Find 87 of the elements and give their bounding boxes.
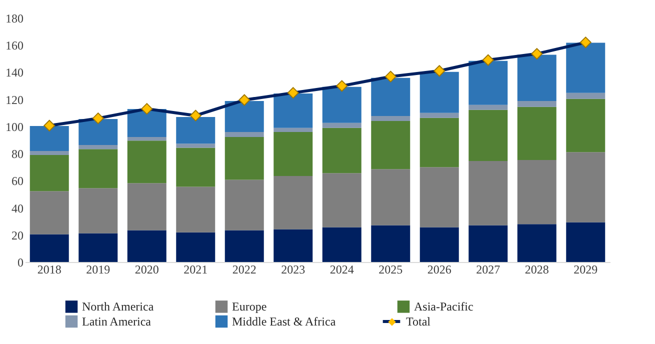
bar: [371, 121, 410, 170]
x-tick-label: 2027: [476, 262, 500, 276]
x-tick-label: 2026: [427, 262, 452, 276]
bar: [30, 234, 69, 262]
bar: [420, 167, 459, 228]
bar: [371, 225, 410, 262]
bar: [78, 118, 118, 146]
bar: [371, 116, 410, 122]
bar: [517, 224, 556, 262]
x-tick-label: 2025: [378, 262, 403, 276]
x-tick-label: 2020: [134, 262, 159, 276]
bar: [176, 144, 216, 148]
bar: [420, 112, 459, 118]
bar: [78, 149, 118, 188]
legend-label: Latin America: [82, 314, 152, 328]
bar: [30, 155, 69, 192]
legend-label: North America: [82, 300, 154, 314]
bar: [274, 94, 313, 128]
bar: [517, 160, 556, 224]
bar: [566, 98, 606, 152]
y-tick-label: 60: [12, 174, 24, 188]
bar: [176, 116, 216, 144]
bar: [566, 152, 606, 222]
bar: [468, 225, 508, 262]
y-tick-label: 20: [12, 228, 24, 242]
bar: [468, 161, 508, 226]
y-tick-label: 160: [6, 38, 24, 53]
x-tick-label: 2022: [232, 262, 256, 276]
bar: [127, 183, 166, 230]
bar: [322, 227, 362, 262]
legend-label: Europe: [232, 300, 267, 314]
bar: [274, 229, 313, 262]
x-tick-label: 2024: [330, 262, 354, 276]
bar: [274, 128, 313, 132]
bar: [566, 42, 606, 93]
bar: [78, 145, 118, 150]
bar: [127, 230, 166, 262]
bar: [127, 137, 166, 141]
bar: [127, 140, 166, 184]
bar: [30, 191, 69, 234]
bar: [176, 232, 216, 262]
bar: [224, 230, 264, 262]
bar: [274, 132, 313, 176]
x-tick-label: 2018: [37, 262, 62, 276]
bar: [517, 54, 556, 101]
bar: [420, 72, 459, 113]
bar: [468, 104, 508, 110]
bar: [322, 128, 362, 174]
bar: [517, 106, 556, 160]
y-tick-label: 80: [12, 147, 24, 162]
bar: [224, 180, 264, 230]
bar: [78, 188, 118, 234]
bar: [224, 137, 264, 180]
bar: [468, 110, 508, 162]
x-tick-label: 2019: [86, 262, 110, 276]
x-tick-label: 2028: [524, 262, 549, 276]
y-tick-label: 120: [6, 92, 24, 107]
x-tick-label: 2023: [281, 262, 306, 276]
legend-label: Middle East & Africa: [232, 314, 336, 328]
bar: [322, 122, 362, 128]
bar: [420, 118, 459, 168]
bar: [30, 126, 69, 151]
x-tick-label: 2021: [184, 262, 208, 276]
bar: [566, 92, 606, 99]
bar: [371, 78, 410, 116]
bar: [566, 222, 606, 262]
bar: [322, 173, 362, 228]
x-tick-label: 2029: [574, 262, 598, 276]
y-tick-label: 140: [6, 66, 24, 80]
y-tick-label: 0: [18, 256, 24, 270]
y-tick-label: 180: [6, 12, 24, 26]
bar: [371, 169, 410, 226]
bar: [468, 60, 508, 105]
bar: [176, 186, 216, 232]
bar: [78, 233, 118, 262]
bar: [517, 100, 556, 107]
bar: [30, 150, 69, 156]
y-tick-label: 40: [12, 201, 24, 216]
legend-label: Total: [406, 314, 432, 328]
y-tick-label: 100: [6, 120, 24, 134]
bar: [274, 176, 313, 230]
bar: [224, 100, 264, 132]
bar: [322, 86, 362, 123]
bar: [224, 132, 264, 138]
legend-label: Asia-Pacific: [414, 300, 474, 314]
bar: [176, 148, 216, 187]
bar: [420, 227, 459, 262]
